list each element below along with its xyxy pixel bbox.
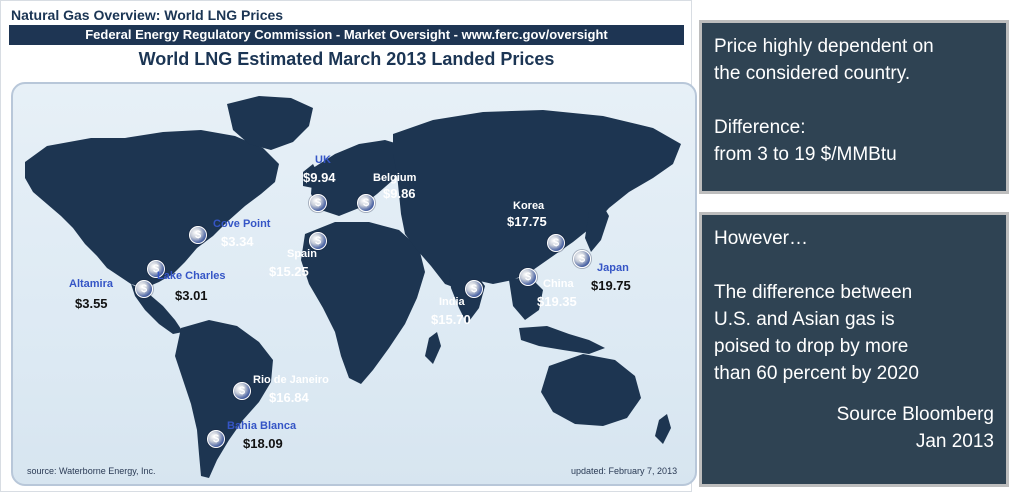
europe-landmass	[311, 140, 407, 216]
label-bahia-blanca-price: $18.09	[243, 436, 283, 451]
top-box-line-3: Difference:	[714, 117, 806, 138]
label-rio-de-janeiro-price: $16.84	[269, 390, 309, 405]
label-korea-name: Korea	[513, 200, 545, 212]
label-japan-price: $19.75	[591, 278, 631, 293]
label-belgium-price: $9.86	[383, 186, 416, 201]
bloomberg-outlook-box: However… The difference between U.S. and…	[699, 212, 1009, 487]
label-spain-name: Spain	[287, 248, 317, 260]
label-cove-point-name: Cove Point	[213, 218, 271, 230]
label-cove-point-price: $3.34	[221, 234, 254, 249]
marker-cove-point[interactable]: $	[189, 226, 207, 244]
bottom-box-line-4: poised to drop by more	[714, 336, 909, 357]
label-china-price: $19.35	[537, 294, 577, 309]
label-lake-charles-price: $3.01	[175, 288, 208, 303]
marker-altamira[interactable]: $	[135, 280, 153, 298]
bottom-box-line-1: However…	[714, 228, 808, 249]
marker-uk[interactable]: $	[309, 194, 327, 212]
label-bahia-blanca-name: Bahia Blanca	[227, 420, 297, 432]
madagascar-landmass	[425, 332, 441, 364]
label-uk-name: UK	[315, 154, 331, 166]
marker-japan[interactable]: $	[573, 250, 591, 268]
label-china-name: China	[543, 278, 574, 290]
bottom-box-line-3: U.S. and Asian gas is	[714, 309, 895, 330]
map-title: World LNG Estimated March 2013 Landed Pr…	[138, 49, 555, 69]
top-box-spacer	[714, 87, 994, 114]
southeast-asia-landmass	[509, 276, 543, 320]
label-altamira-name: Altamira	[69, 278, 114, 290]
lng-price-panel: Natural Gas Overview: World LNG Prices F…	[0, 0, 697, 492]
marker-korea[interactable]: $	[547, 234, 565, 252]
label-india-price: $15.70	[431, 312, 471, 327]
label-lake-charles-name: Lake Charles	[157, 270, 226, 282]
south-america-landmass	[175, 320, 273, 478]
top-box-line-1: Price highly dependent on	[714, 36, 934, 57]
bottom-box-spacer-2	[714, 387, 994, 401]
marker-rio-de-janeiro[interactable]: $	[233, 382, 251, 400]
japan-landmass	[585, 202, 609, 252]
label-spain-price: $15.25	[269, 264, 309, 279]
label-japan-name: Japan	[597, 262, 629, 274]
map-frame: $ UK $9.94 $ Belgium $9.86 $ Cove Point …	[11, 82, 697, 486]
top-box-line-4: from 3 to 19 $/MMBtu	[714, 144, 897, 165]
indonesia-landmass	[519, 326, 605, 354]
label-rio-de-janeiro-name: Rio de Janeiro	[253, 374, 329, 386]
north-america-landmass	[25, 130, 279, 288]
bottom-box-line-5: than 60 percent by 2020	[714, 363, 919, 384]
bottom-box-date: Jan 2013	[915, 431, 994, 452]
bottom-box-line-2: The difference between	[714, 282, 913, 303]
agency-bar: Federal Energy Regulatory Commission - M…	[9, 25, 684, 45]
map-source-note: source: Waterborne Energy, Inc.	[27, 466, 156, 476]
uk-landmass	[303, 164, 319, 188]
marker-india[interactable]: $	[465, 280, 483, 298]
marker-china[interactable]: $	[519, 268, 537, 286]
asia-landmass	[393, 110, 681, 290]
greenland-landmass	[227, 96, 313, 150]
marker-lake-charles[interactable]: $	[147, 260, 165, 278]
australia-landmass	[541, 354, 641, 426]
label-india-name: India	[439, 296, 465, 308]
label-uk-price: $9.94	[303, 170, 336, 185]
marker-belgium[interactable]: $	[357, 194, 375, 212]
panel-kicker: Natural Gas Overview: World LNG Prices	[11, 7, 284, 23]
bottom-box-spacer	[714, 252, 994, 279]
africa-landmass	[301, 222, 425, 384]
map-updated-note: updated: February 7, 2013	[571, 466, 678, 476]
marker-bahia-blanca[interactable]: $	[207, 430, 225, 448]
marker-spain[interactable]: $	[309, 232, 327, 250]
top-box-line-2: the considered country.	[714, 63, 911, 84]
bottom-box-source: Source Bloomberg	[836, 404, 994, 425]
label-korea-price: $17.75	[507, 214, 547, 229]
price-dependence-box: Price highly dependent on the considered…	[699, 20, 1009, 194]
new-zealand-landmass	[655, 414, 671, 444]
label-altamira-price: $3.55	[75, 296, 108, 311]
label-belgium-name: Belgium	[373, 172, 417, 184]
